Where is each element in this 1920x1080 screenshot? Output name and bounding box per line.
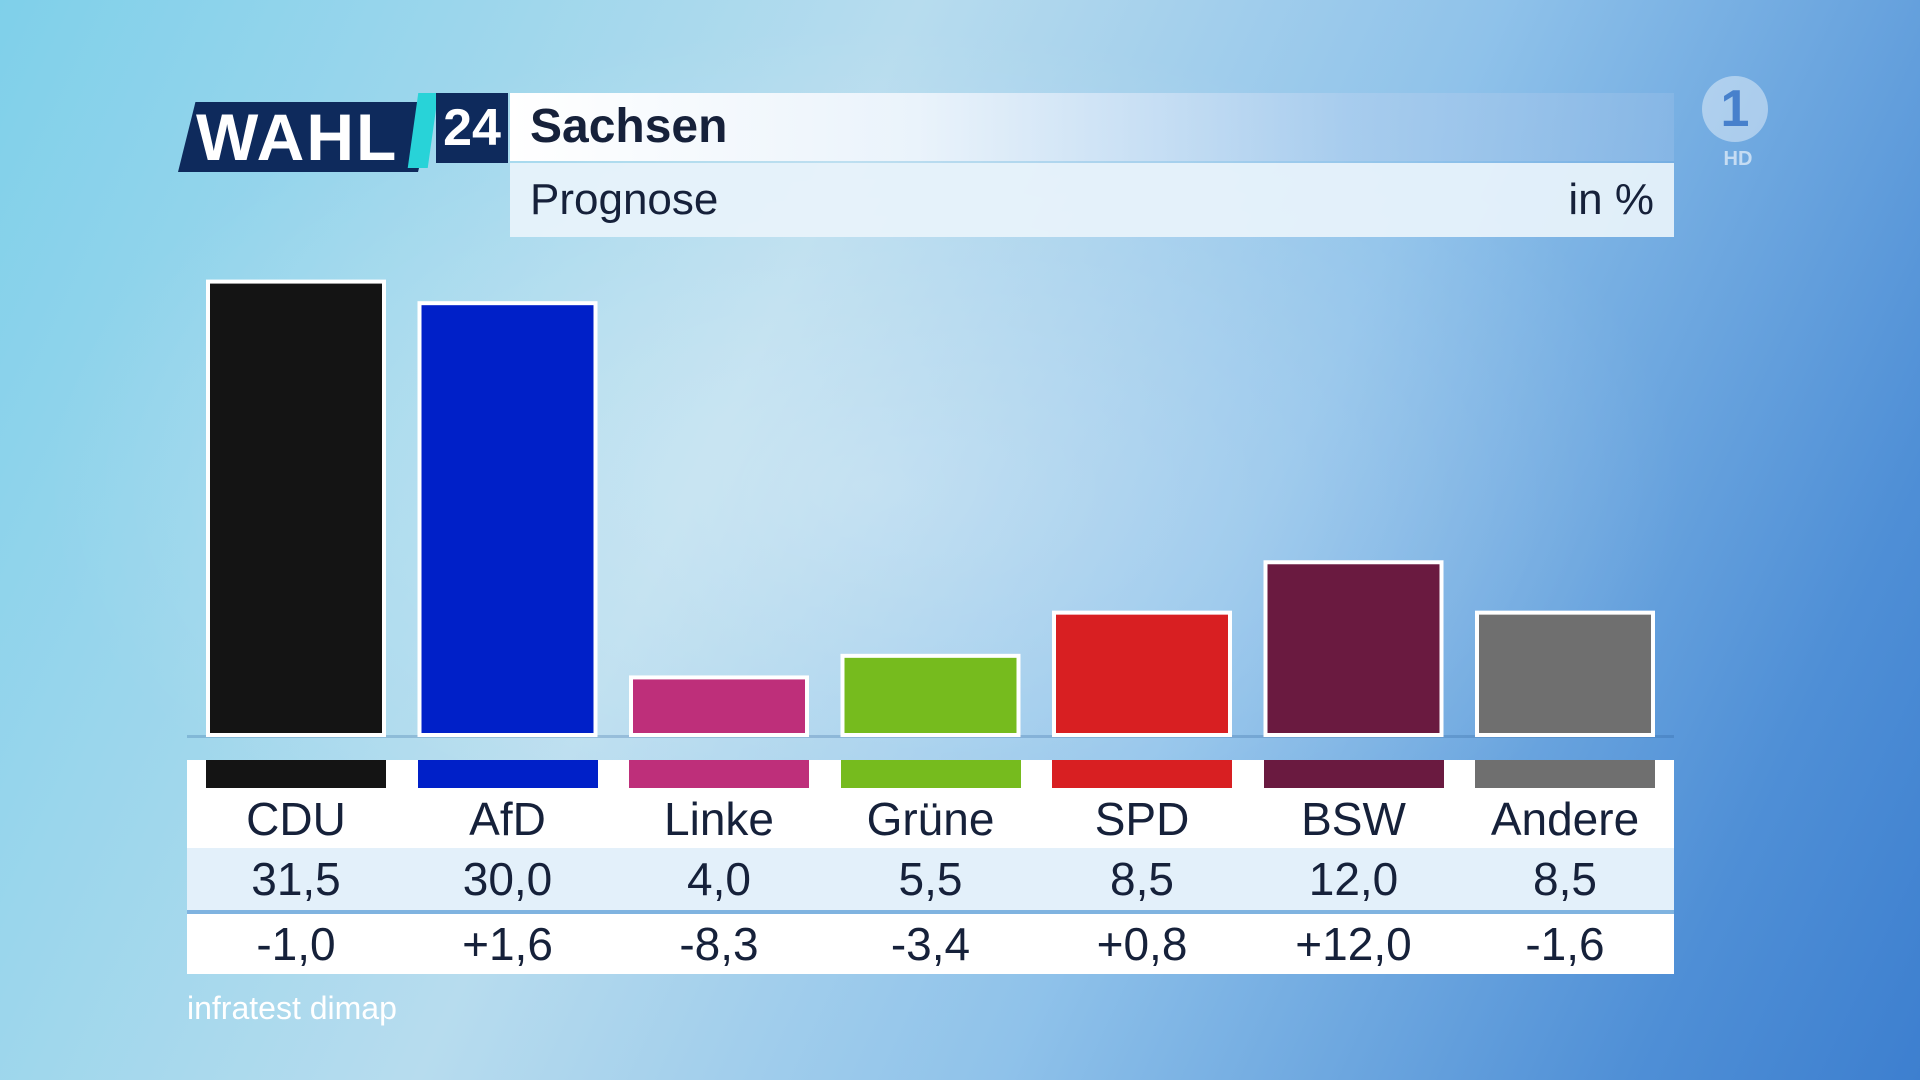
swatch-cdu [206, 760, 386, 788]
source-label: infratest dimap [187, 990, 397, 1026]
table-change-row-bg [187, 914, 1674, 974]
party-name-bsw: BSW [1301, 793, 1406, 845]
unit-label: in % [1568, 175, 1654, 224]
swatch-bsw [1263, 760, 1444, 788]
bar-linke [629, 675, 809, 738]
channel-logo-icon: 1 [1702, 76, 1768, 142]
swatch-andere [1475, 760, 1655, 788]
value-label-cdu: 31,5 [251, 853, 341, 905]
change-label-spd: +0,8 [1096, 918, 1188, 970]
chart-subtitle: Prognose [530, 175, 719, 224]
party-name-grüne: Grüne [866, 793, 995, 845]
swatch-linke [629, 760, 809, 788]
swatch-spd [1052, 760, 1232, 788]
change-label-andere: -1,6 [1525, 918, 1605, 970]
table-value-row-bg [187, 848, 1674, 910]
subtitle-bar [510, 163, 1674, 237]
chart-title: Sachsen [530, 100, 728, 153]
wahl-logo-number: 24 [436, 93, 508, 163]
swatch-grüne [840, 760, 1021, 788]
change-label-linke: -8,3 [679, 918, 759, 970]
bar-grüne [840, 653, 1021, 737]
value-label-grüne: 5,5 [898, 853, 963, 905]
title-bar [510, 93, 1674, 161]
hd-badge: HD [1723, 148, 1753, 170]
party-name-afd: AfD [469, 793, 546, 845]
value-label-linke: 4,0 [687, 853, 751, 905]
wahl-logo-text: WAHL [196, 100, 399, 174]
change-label-cdu: -1,0 [256, 918, 336, 970]
bar-andere [1475, 610, 1655, 737]
party-name-cdu: CDU [246, 793, 346, 845]
party-name-andere: Andere [1490, 793, 1640, 845]
change-label-bsw: +12,0 [1295, 918, 1412, 970]
bar-spd [1052, 610, 1232, 737]
value-label-bsw: 12,0 [1308, 853, 1399, 905]
value-label-spd: 8,5 [1110, 853, 1174, 905]
party-name-spd: SPD [1094, 793, 1190, 845]
swatch-afd [417, 760, 598, 788]
value-label-afd: 30,0 [462, 853, 553, 905]
bar-afd [417, 301, 598, 737]
bar-cdu [206, 279, 386, 737]
table-separator [187, 910, 1674, 914]
value-label-andere: 8,5 [1533, 853, 1597, 905]
change-label-grüne: -3,4 [890, 918, 971, 970]
party-name-linke: Linke [664, 793, 774, 845]
change-label-afd: +1,6 [462, 918, 553, 970]
bar-bsw [1263, 560, 1444, 737]
